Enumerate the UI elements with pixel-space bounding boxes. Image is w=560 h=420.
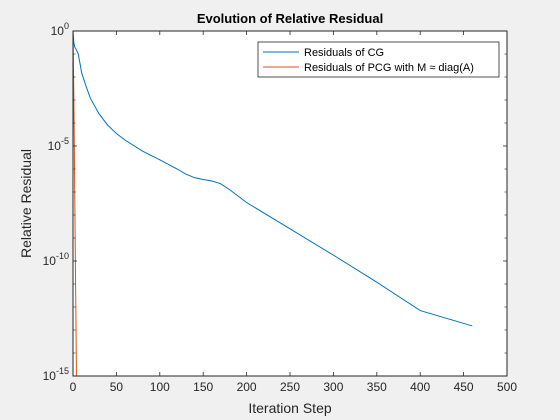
y-axis-label: Relative Residual bbox=[18, 149, 34, 258]
y-tick-label: 10-10 bbox=[43, 251, 69, 268]
axes-box bbox=[72, 30, 508, 377]
x-tick-label: 200 bbox=[237, 380, 257, 394]
x-tick-label: 350 bbox=[367, 380, 387, 394]
chart-title: Evolution of Relative Residual bbox=[197, 11, 383, 26]
legend-label-cg: Residuals of CG bbox=[304, 47, 384, 59]
y-tick-label: 10-5 bbox=[48, 136, 69, 153]
legend-box bbox=[257, 41, 500, 78]
x-tick-label: 0 bbox=[70, 380, 77, 394]
x-tick-label: 100 bbox=[150, 380, 170, 394]
x-axis-label: Iteration Step bbox=[248, 400, 331, 416]
y-ticks: 10-15 10-10 10-5 100 bbox=[43, 21, 507, 383]
series-line-0 bbox=[72, 30, 473, 327]
x-tick-label: 400 bbox=[410, 380, 430, 394]
x-tick-label: 450 bbox=[454, 380, 474, 394]
x-tick-label: 150 bbox=[193, 380, 213, 394]
legend-label-pcg: Residuals of PCG with M ≈ diag(A) bbox=[304, 62, 474, 74]
legend: Residuals of CG Residuals of PCG with M … bbox=[257, 41, 500, 78]
x-tick-label: 500 bbox=[497, 380, 517, 394]
x-tick-label: 250 bbox=[280, 380, 300, 394]
x-tick-label: 300 bbox=[323, 380, 343, 394]
y-tick-label: 100 bbox=[51, 21, 69, 38]
y-tick-label: 10-15 bbox=[43, 366, 69, 383]
x-tick-label: 50 bbox=[110, 380, 124, 394]
x-ticks: 0 50 100 150 200 250 300 350 400 450 500 bbox=[70, 31, 517, 394]
plot-area bbox=[73, 31, 507, 376]
